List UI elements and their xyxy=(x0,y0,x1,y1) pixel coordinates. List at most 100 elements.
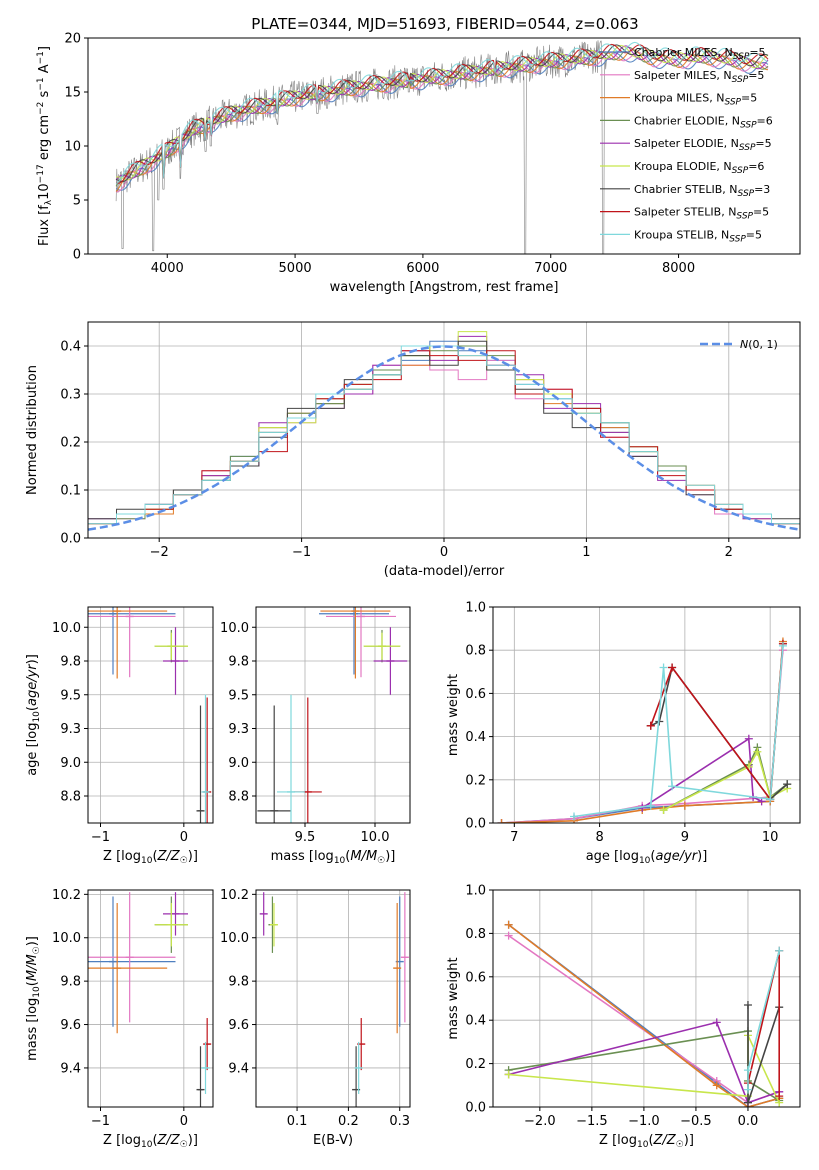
axes-frame xyxy=(492,606,801,824)
y-tick-label: 9.3 xyxy=(60,722,81,737)
x-axis-label: Z [log10(Z/Z☉)] xyxy=(103,1133,198,1150)
errorbar-chabrier-miles xyxy=(88,607,176,675)
y-tick-label: 8.8 xyxy=(228,790,249,805)
errorbar-kroupa-miles xyxy=(88,903,168,1034)
errorbar-kroupa-elodie xyxy=(154,632,188,660)
x-tick-label: 9.5 xyxy=(295,830,316,845)
model-spectrum-kroupa-stelib xyxy=(115,41,769,185)
x-tick-label: −1 xyxy=(292,545,311,560)
errorbar-salpeter-elodie xyxy=(163,892,188,936)
y-axis-label: Normed distribution xyxy=(25,365,40,495)
point-marker xyxy=(680,801,689,810)
x-tick-label: 9 xyxy=(681,830,689,845)
errorbar-kroupa-miles xyxy=(320,607,391,679)
y-tick-label: 0.3 xyxy=(60,388,81,403)
spectrum-legend: Chabrier MILES, NSSP=5 Salpeter MILES, NS… xyxy=(600,46,773,244)
model-spectrum-salpeter-elodie xyxy=(115,45,769,181)
panel-spectrum: 4000 5000 6000 7000 8000 0 5 10 15 20 wavelength [… xyxy=(36,32,801,295)
x-tick-label: 8 xyxy=(595,830,603,845)
series-kroupa-stelib xyxy=(570,641,787,821)
legend-entry: Kroupa ELODIE, NSSP=6 xyxy=(634,160,764,176)
x-axis-label: age [log10(age/yr)] xyxy=(586,849,708,866)
point-marker xyxy=(775,946,784,955)
plot-area xyxy=(88,892,212,1107)
x-tick-label: −0.5 xyxy=(680,1114,712,1129)
point-marker xyxy=(743,1085,752,1094)
errorbar-salpeter-elodie xyxy=(373,627,408,695)
model-spectrum-salpeter-stelib xyxy=(116,43,769,184)
y-tick-label: 9.5 xyxy=(228,688,249,703)
y-tick-label: 0.6 xyxy=(465,970,486,985)
x-axis-label: wavelength [Angstrom, rest frame] xyxy=(330,280,559,295)
point-marker xyxy=(775,1092,784,1101)
panel-mass_vs_EBV: 0.1 0.2 0.3 9.4 9.6 9.8 10.0 10.2 E(B-V) xyxy=(220,888,411,1148)
x-tick-label: 0.1 xyxy=(287,1114,308,1129)
point-marker xyxy=(744,734,753,743)
y-tick-label: 0.4 xyxy=(60,340,81,355)
series-line xyxy=(573,645,784,818)
normal-legend: N(0, 1) xyxy=(700,338,778,351)
y-axis-label: mass weight xyxy=(446,957,461,1039)
x-axis-label: Z [log10(Z/Z☉)] xyxy=(599,1133,694,1150)
point-marker xyxy=(668,782,677,791)
x-tick-label: −1 xyxy=(91,1114,110,1129)
y-tick-label: 0.2 xyxy=(465,1057,486,1072)
errorbar-kroupa-stelib xyxy=(201,694,210,823)
y-tick-label: 0 xyxy=(73,248,81,263)
panel-age_vs_mass: 9.5 10.0 8.8 9.0 9.3 9.5 9.8 10.0 mass [log10(M/… xyxy=(220,606,411,866)
x-tick-label: 4000 xyxy=(151,261,184,276)
series-kroupa-stelib xyxy=(743,946,784,1094)
x-tick-label: 0.2 xyxy=(338,1114,359,1129)
y-tick-label: 0.2 xyxy=(60,436,81,451)
y-tick-label: 9.8 xyxy=(60,655,81,670)
errorbar-salpeter-miles xyxy=(400,892,409,1023)
point-marker xyxy=(743,1001,752,1010)
errorbar-salpeter-miles xyxy=(88,607,176,678)
y-tick-label: 9.0 xyxy=(60,756,81,771)
point-marker xyxy=(668,663,677,672)
x-tick-label: −2.0 xyxy=(524,1114,556,1129)
point-marker xyxy=(659,806,668,815)
errorbar-chabrier-stelib xyxy=(196,705,205,823)
x-tick-label: 0 xyxy=(440,545,448,560)
axes-frame xyxy=(255,889,411,1108)
errorbar-chabrier-stelib xyxy=(196,1046,205,1107)
series-line xyxy=(508,1021,780,1104)
errorbar-salpeter-miles xyxy=(88,892,176,1023)
x-tick-label: 0 xyxy=(180,1114,188,1129)
y-tick-label: 1.0 xyxy=(465,601,486,616)
y-axis-label: mass [log10(M/M☉)] xyxy=(25,936,42,1061)
plot-area xyxy=(259,892,409,1107)
legend-entry: Chabrier MILES, NSSP=5 xyxy=(634,46,766,62)
x-tick-label: 1 xyxy=(582,545,590,560)
errorbar-salpeter-elodie xyxy=(259,892,268,936)
panel-massweight_vs_Z: −2.0 −1.5 −1.0 −0.5 0.0 0.0 0.2 0.4 0.6 0.8 1.0 Z [… xyxy=(446,884,801,1150)
legend-entry: Salpeter STELIB, NSSP=5 xyxy=(634,206,769,222)
point-marker xyxy=(504,1070,513,1079)
plot-area xyxy=(88,331,800,538)
panel-mass_vs_Z: −1 0 9.4 9.6 9.8 10.0 10.2 Z [log10(Z/Z☉)] mass … xyxy=(25,888,214,1150)
axes-frame xyxy=(87,37,801,255)
point-marker xyxy=(497,819,506,823)
point-marker xyxy=(712,1018,721,1027)
point-marker xyxy=(712,1081,721,1090)
series-salpeter-stelib xyxy=(743,946,784,1101)
normal-curve xyxy=(88,345,800,531)
y-tick-label: 9.5 xyxy=(60,688,81,703)
legend-entry: Chabrier ELODIE, NSSP=6 xyxy=(634,114,773,130)
y-tick-label: 9.4 xyxy=(60,1061,81,1076)
y-tick-label: 9.8 xyxy=(60,975,81,990)
axes-frame xyxy=(492,889,801,1108)
panel-massweight_vs_age: 7 8 9 10 0.0 0.2 0.4 0.6 0.8 1.0 age [log10(age/yr… xyxy=(446,601,801,866)
y-axis-label: age [log10(age/yr)] xyxy=(25,654,42,776)
y-tick-label: 0.0 xyxy=(60,532,81,547)
point-marker xyxy=(743,1098,752,1107)
x-axis-label: (data-model)/error xyxy=(384,564,505,579)
point-marker xyxy=(783,780,792,789)
x-tick-label: 10 xyxy=(762,830,779,845)
y-tick-label: 10.0 xyxy=(220,931,249,946)
x-tick-label: 7000 xyxy=(534,261,567,276)
plot-area xyxy=(504,920,784,1107)
errorbar-chabrier-miles xyxy=(319,607,389,675)
point-marker xyxy=(570,812,579,821)
